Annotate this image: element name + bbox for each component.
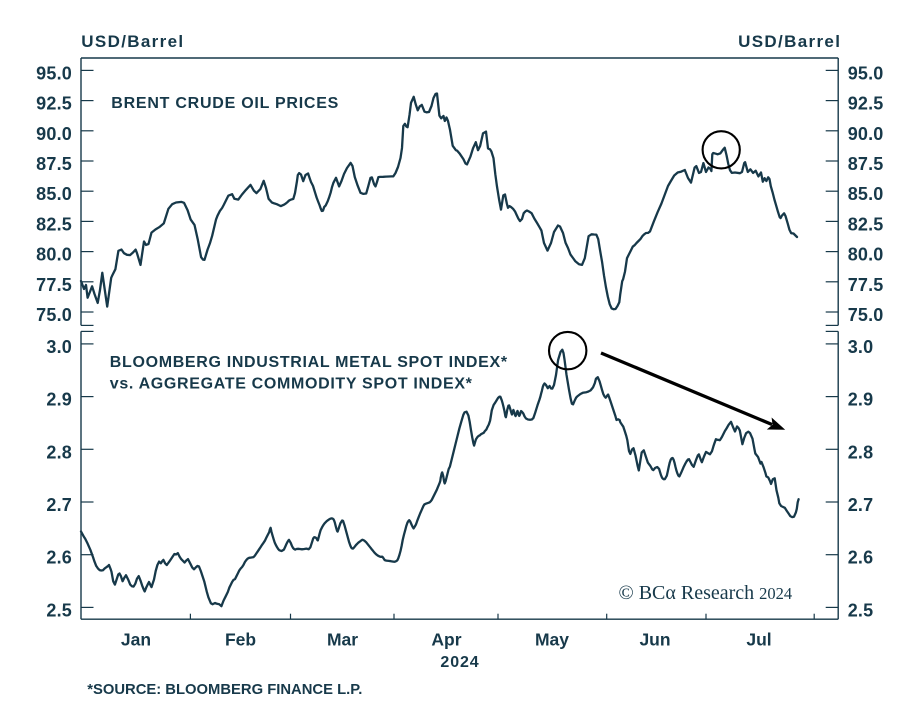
svg-text:Feb: Feb	[225, 630, 256, 650]
svg-text:USD/Barrel: USD/Barrel	[738, 32, 841, 51]
svg-text:77.5: 77.5	[36, 275, 72, 295]
svg-text:2.5: 2.5	[46, 600, 72, 620]
svg-text:82.5: 82.5	[848, 214, 884, 234]
svg-text:vs. AGGREGATE COMMODITY SPOT I: vs. AGGREGATE COMMODITY SPOT INDEX*	[110, 375, 473, 392]
svg-text:90.0: 90.0	[848, 124, 884, 144]
svg-text:2.9: 2.9	[848, 390, 874, 410]
svg-text:2024: 2024	[440, 654, 479, 671]
svg-text:85.0: 85.0	[36, 184, 72, 204]
svg-text:80.0: 80.0	[36, 245, 72, 265]
svg-text:2.8: 2.8	[46, 442, 72, 462]
svg-text:95.0: 95.0	[848, 63, 884, 83]
svg-text:95.0: 95.0	[36, 63, 72, 83]
svg-text:3.0: 3.0	[848, 337, 874, 357]
svg-text:87.5: 87.5	[848, 154, 884, 174]
svg-text:2.7: 2.7	[848, 495, 874, 515]
svg-text:75.0: 75.0	[848, 305, 884, 325]
svg-text:3.0: 3.0	[46, 337, 72, 357]
svg-text:82.5: 82.5	[36, 214, 72, 234]
svg-text:80.0: 80.0	[848, 245, 884, 265]
svg-text:May: May	[535, 630, 569, 650]
svg-text:2.9: 2.9	[46, 390, 72, 410]
svg-text:2.7: 2.7	[46, 495, 72, 515]
svg-text:Jan: Jan	[121, 630, 151, 650]
svg-text:Mar: Mar	[327, 630, 358, 650]
svg-text:85.0: 85.0	[848, 184, 884, 204]
svg-text:87.5: 87.5	[36, 154, 72, 174]
svg-text:2.8: 2.8	[848, 442, 874, 462]
svg-text:75.0: 75.0	[36, 305, 72, 325]
svg-text:© BCα Research 2024: © BCα Research 2024	[619, 582, 793, 604]
svg-text:BLOOMBERG INDUSTRIAL METAL SPO: BLOOMBERG INDUSTRIAL METAL SPOT INDEX*	[110, 354, 508, 371]
svg-text:USD/Barrel: USD/Barrel	[81, 32, 184, 51]
svg-text:92.5: 92.5	[848, 94, 884, 114]
svg-text:92.5: 92.5	[36, 94, 72, 114]
svg-text:Jun: Jun	[639, 630, 670, 650]
svg-text:77.5: 77.5	[848, 275, 884, 295]
svg-text:2.5: 2.5	[848, 600, 874, 620]
svg-text:2.6: 2.6	[848, 548, 874, 568]
svg-text:Apr: Apr	[431, 630, 461, 650]
svg-text:*SOURCE: BLOOMBERG FINANCE L.P: *SOURCE: BLOOMBERG FINANCE L.P.	[87, 682, 362, 698]
svg-text:2.6: 2.6	[46, 548, 72, 568]
svg-text:BRENT CRUDE OIL PRICES: BRENT CRUDE OIL PRICES	[111, 95, 339, 112]
svg-text:90.0: 90.0	[36, 124, 72, 144]
svg-text:Jul: Jul	[746, 630, 771, 650]
